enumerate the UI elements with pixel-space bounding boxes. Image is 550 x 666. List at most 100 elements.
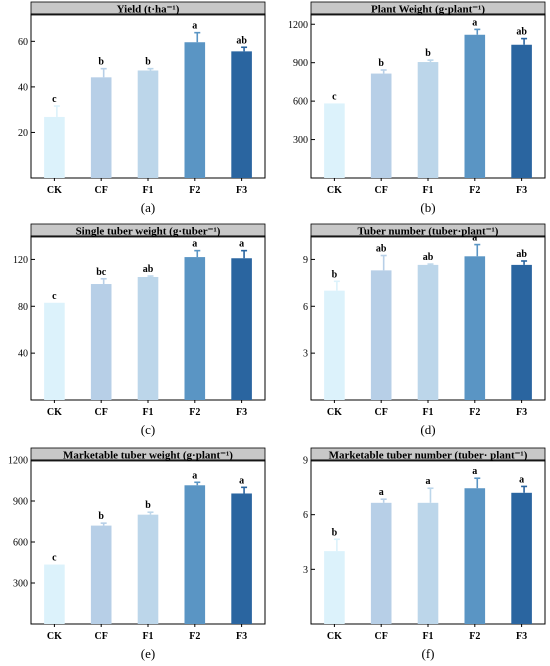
bar-f3 — [511, 492, 532, 624]
significance-letter: ab — [376, 244, 387, 255]
bar-f3 — [511, 264, 532, 400]
bar-cf — [90, 525, 112, 624]
significance-letter: b — [378, 58, 384, 69]
y-tick-label: 900 — [13, 497, 28, 508]
significance-letter: a — [192, 239, 197, 250]
bar-ck — [324, 103, 345, 178]
y-tick-label: 300 — [293, 135, 308, 146]
y-tick-label: 1200 — [8, 456, 28, 467]
chart-svg: Marketable tuber number (tuber· plant⁻¹)… — [303, 447, 546, 642]
significance-letter: bc — [96, 267, 107, 278]
bar-f3 — [231, 51, 252, 178]
x-tick-label: CK — [327, 185, 342, 196]
chart-panel-3: Single tuber weight (g·tuber⁻¹) 40 80 120 c C… — [0, 222, 275, 442]
significance-letter: c — [332, 91, 337, 102]
significance-letter: a — [192, 470, 197, 481]
significance-letter: c — [52, 94, 57, 105]
y-tick-label: 60 — [18, 37, 28, 48]
panel-caption: (d) — [420, 422, 436, 437]
x-tick-label: CK — [327, 407, 342, 418]
bar-f2 — [184, 42, 206, 178]
significance-letter: a — [239, 239, 244, 250]
bar-ck — [44, 302, 65, 400]
panel-caption: (b) — [420, 200, 436, 215]
significance-letter: a — [472, 233, 477, 244]
bar-f2 — [464, 34, 486, 178]
x-tick-label: F1 — [142, 631, 153, 642]
y-tick-label: 1200 — [288, 20, 308, 31]
bar-ck — [324, 551, 345, 624]
x-tick-label: F2 — [189, 631, 200, 642]
x-tick-label: CF — [95, 407, 108, 418]
x-tick-label: CF — [375, 185, 388, 196]
chart-title: Yield (t·ha⁻¹) — [117, 4, 180, 16]
x-tick-label: CK — [47, 185, 62, 196]
bar-f1 — [137, 514, 159, 624]
bar-f1 — [137, 277, 159, 400]
y-tick-label: 80 — [18, 302, 28, 313]
x-tick-label: F3 — [516, 631, 527, 642]
chart-panel-4: Tuber number (tuber·plant⁻¹) 3 6 9 b CK ab CF ab… — [280, 222, 550, 442]
panel-caption: (c) — [140, 422, 156, 437]
significance-letter: a — [519, 474, 524, 485]
x-tick-label: F2 — [469, 185, 480, 196]
significance-letter: a — [472, 17, 477, 28]
chart-svg: Tuber number (tuber·plant⁻¹) 3 6 9 b CK ab CF ab… — [303, 223, 546, 418]
x-tick-label: CF — [95, 631, 108, 642]
bar-f2 — [464, 488, 486, 624]
significance-letter: b — [145, 500, 151, 511]
y-tick-label: 6 — [303, 302, 308, 313]
chart-panel-5: Marketable tuber weight (g·plant⁻¹) 300 60… — [0, 446, 275, 666]
significance-letter: a — [192, 21, 197, 32]
chart-title-bar — [310, 1, 546, 16]
significance-letter: c — [52, 291, 57, 302]
bar-f1 — [417, 264, 439, 400]
chart-title: Marketable tuber weight (g·plant⁻¹) — [63, 450, 233, 462]
significance-letter: b — [332, 527, 338, 538]
significance-letter: ab — [516, 249, 527, 260]
x-tick-label: CF — [95, 185, 108, 196]
significance-letter: ab — [423, 252, 434, 263]
chart-title-bar — [310, 447, 546, 462]
significance-letter: ab — [516, 27, 527, 38]
x-tick-label: F3 — [236, 407, 247, 418]
x-tick-label: F3 — [516, 407, 527, 418]
panel-caption: (a) — [140, 200, 156, 215]
x-tick-label: F1 — [422, 407, 433, 418]
bar-f2 — [184, 485, 206, 624]
x-tick-label: F1 — [142, 407, 153, 418]
bar-f3 — [231, 258, 252, 400]
y-tick-label: 300 — [13, 579, 28, 590]
significance-letter: b — [425, 48, 431, 59]
bar-cf — [90, 77, 112, 178]
bar-cf — [370, 502, 392, 624]
x-tick-label: CF — [375, 407, 388, 418]
chart-title: Plant Weight (g·plant⁻¹) — [371, 4, 485, 16]
chart-panel-2: Plant Weight (g·plant⁻¹) 300 600 900 1200 c CK… — [280, 0, 550, 220]
chart-title: Tuber number (tuber·plant⁻¹) — [358, 226, 499, 238]
bar-ck — [44, 564, 65, 624]
panel-caption: (e) — [140, 646, 156, 661]
x-tick-label: F2 — [469, 407, 480, 418]
y-tick-label: 40 — [18, 349, 28, 360]
x-tick-label: F1 — [422, 185, 433, 196]
x-tick-label: CK — [47, 631, 62, 642]
y-tick-label: 600 — [13, 538, 28, 549]
chart-panel-6: Marketable tuber number (tuber· plant⁻¹)… — [280, 446, 550, 666]
significance-letter: b — [332, 269, 338, 280]
y-tick-label: 120 — [13, 255, 28, 266]
bar-ck — [324, 290, 345, 400]
x-tick-label: F2 — [189, 407, 200, 418]
chart-title-bar — [310, 223, 546, 238]
x-tick-label: F2 — [189, 185, 200, 196]
bar-cf — [90, 284, 112, 400]
significance-letter: a — [239, 475, 244, 486]
x-tick-label: CK — [47, 407, 62, 418]
significance-letter: ab — [143, 264, 154, 275]
significance-letter: b — [145, 57, 151, 68]
bar-f3 — [511, 44, 532, 178]
chart-title-bar — [30, 223, 266, 238]
x-tick-label: F3 — [236, 631, 247, 642]
x-tick-label: CF — [375, 631, 388, 642]
